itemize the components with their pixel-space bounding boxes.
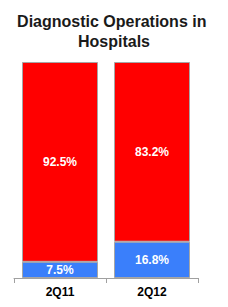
svg-text:2Q11: 2Q11 bbox=[46, 285, 75, 299]
svg-text:Hospitals: Hospitals bbox=[78, 33, 150, 50]
svg-text:92.5%: 92.5% bbox=[43, 155, 77, 169]
svg-text:Diagnostic Operations in: Diagnostic Operations in bbox=[17, 13, 211, 30]
svg-text:16.8%: 16.8% bbox=[135, 253, 169, 267]
svg-text:83.2%: 83.2% bbox=[135, 145, 169, 159]
svg-text:2Q12: 2Q12 bbox=[137, 285, 167, 299]
svg-text:7.5%: 7.5% bbox=[46, 263, 74, 277]
